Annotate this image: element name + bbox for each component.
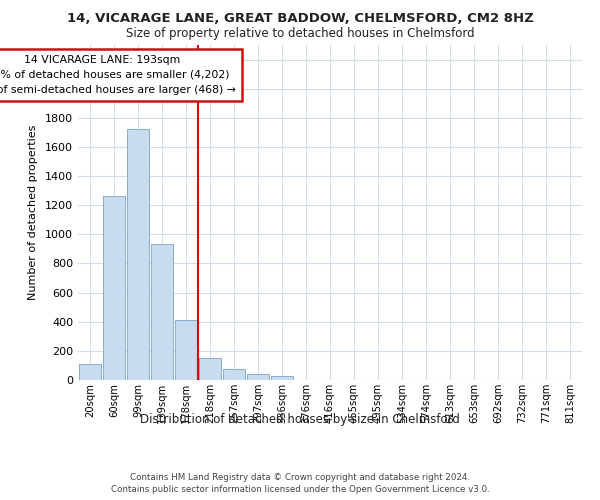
Bar xyxy=(151,244,173,380)
Text: Size of property relative to detached houses in Chelmsford: Size of property relative to detached ho… xyxy=(125,28,475,40)
Bar xyxy=(103,196,125,380)
Text: Contains public sector information licensed under the Open Government Licence v3: Contains public sector information licen… xyxy=(110,485,490,494)
Bar xyxy=(223,369,245,380)
Y-axis label: Number of detached properties: Number of detached properties xyxy=(28,125,38,300)
Bar xyxy=(247,374,269,380)
Text: 14 VICARAGE LANE: 193sqm
← 90% of detached houses are smaller (4,202)
10% of sem: 14 VICARAGE LANE: 193sqm ← 90% of detach… xyxy=(0,55,235,95)
Bar xyxy=(175,320,197,380)
Text: Contains HM Land Registry data © Crown copyright and database right 2024.: Contains HM Land Registry data © Crown c… xyxy=(130,472,470,482)
Text: 14, VICARAGE LANE, GREAT BADDOW, CHELMSFORD, CM2 8HZ: 14, VICARAGE LANE, GREAT BADDOW, CHELMSF… xyxy=(67,12,533,26)
Bar xyxy=(127,130,149,380)
Bar xyxy=(199,358,221,380)
Bar xyxy=(271,376,293,380)
Bar xyxy=(79,364,101,380)
Text: Distribution of detached houses by size in Chelmsford: Distribution of detached houses by size … xyxy=(140,412,460,426)
